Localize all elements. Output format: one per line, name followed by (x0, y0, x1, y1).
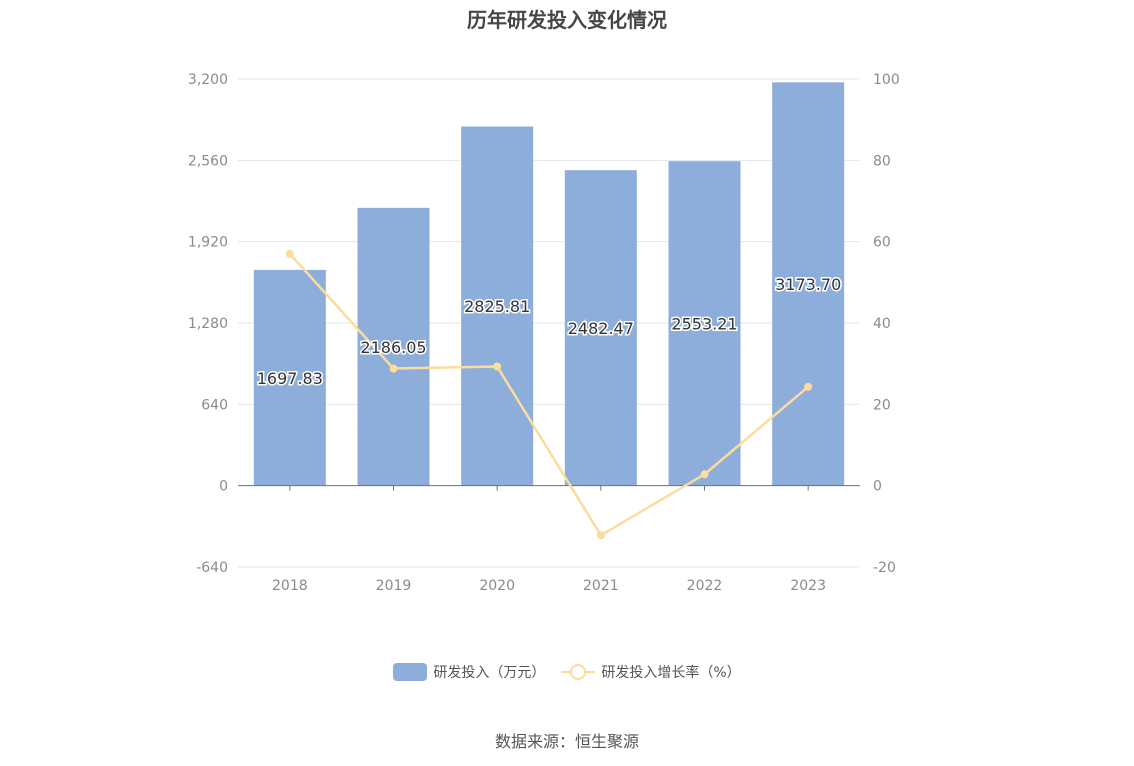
legend-line-swatch (561, 663, 596, 681)
bar-series (253, 82, 845, 486)
growth-point (700, 470, 709, 479)
legend: 研发投入（万元） 研发投入增长率（%） (0, 662, 1134, 682)
y-right-tick-label: 0 (873, 479, 882, 495)
bar-data-label: 2482.47 (568, 319, 634, 338)
bar-data-label: 3173.70 (775, 275, 841, 294)
y-left-tick-label: 1,280 (188, 316, 228, 332)
y-left-tick-label: 640 (201, 397, 228, 413)
bar (461, 126, 534, 486)
growth-line (288, 253, 809, 537)
x-tick-label: 2019 (376, 578, 412, 594)
bar-data-label: 2553.21 (671, 314, 737, 333)
axis-tick-labels: -640 0 640 1,280 1,920 2,560 3,200 -20 0 20 40 60 80… (188, 72, 900, 594)
y-right-tick-label: 100 (873, 72, 900, 88)
grid-lines (238, 78, 860, 568)
y-left-tick-label: -640 (196, 560, 228, 576)
y-right-tick-label: 80 (873, 153, 891, 169)
growth-point (389, 364, 398, 373)
bar-data-label: 2186.05 (360, 338, 426, 357)
x-tick-label: 2022 (687, 578, 723, 594)
bar (357, 207, 430, 486)
x-tick-label: 2021 (583, 578, 619, 594)
chart-title: 历年研发投入变化情况 (467, 8, 667, 32)
y-right-tick-label: 60 (873, 235, 891, 251)
bar (253, 269, 326, 486)
bar-data-label: 2825.81 (464, 297, 530, 316)
legend-bar-label: 研发投入（万元） (433, 665, 546, 681)
data-source: 数据来源：恒生聚源 (494, 732, 639, 751)
y-right-tick-label: 20 (873, 397, 891, 413)
y-left-tick-label: 2,560 (188, 153, 228, 169)
y-left-tick-label: 1,920 (188, 235, 228, 251)
y-left-tick-label: 0 (219, 479, 228, 495)
bar-data-labels: 1697.83 2186.05 2825.81 2482.47 2553.21 3173.… (255, 274, 843, 390)
bar (772, 82, 845, 486)
legend-item-bar[interactable]: 研发投入（万元） (393, 662, 545, 682)
x-axis (238, 485, 860, 491)
legend-bar-swatch (393, 663, 428, 681)
legend-item-line[interactable]: 研发投入增长率（%） (561, 662, 741, 682)
x-tick-label: 2018 (272, 578, 308, 594)
line-series (285, 249, 813, 540)
growth-point (804, 382, 813, 391)
legend-line-label: 研发投入增长率（%） (601, 665, 741, 681)
bar (564, 170, 637, 486)
y-right-tick-label: 40 (873, 316, 891, 332)
bar (668, 161, 741, 486)
bar-data-label: 1697.83 (257, 369, 323, 388)
growth-point (493, 362, 502, 371)
y-right-tick-label: -20 (873, 560, 896, 576)
growth-point (285, 249, 294, 258)
x-tick-label: 2023 (790, 578, 826, 594)
x-tick-label: 2020 (479, 578, 515, 594)
y-left-tick-label: 3,200 (188, 72, 228, 88)
growth-point (596, 531, 605, 540)
